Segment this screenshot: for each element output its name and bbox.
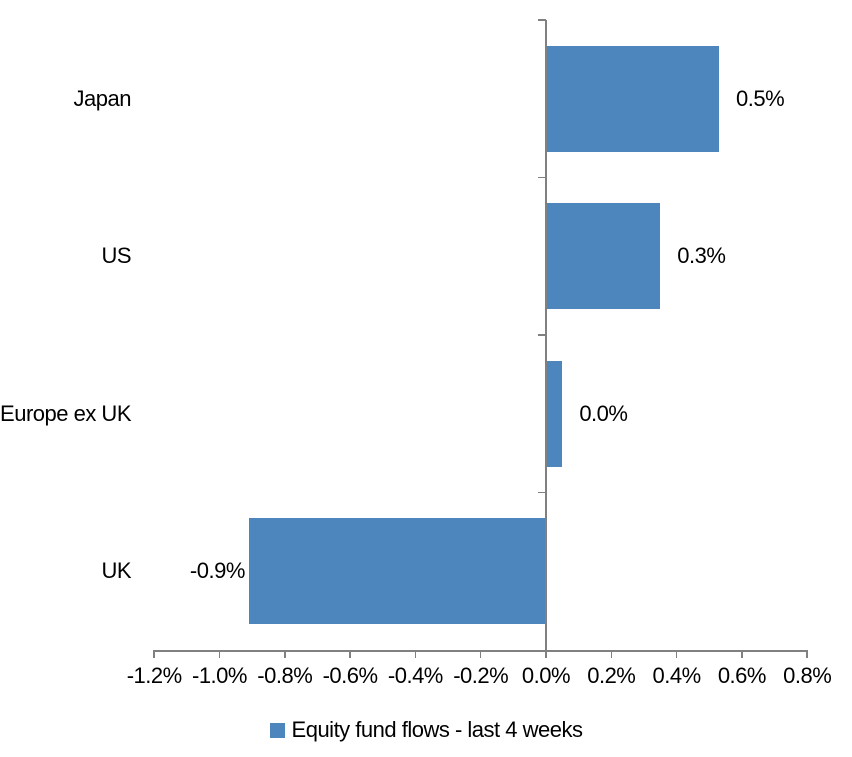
x-axis-tick [610, 650, 613, 658]
x-axis-tick [479, 650, 482, 658]
x-axis-tick [675, 650, 678, 658]
category-axis-line [545, 20, 547, 650]
category-label: UK [101, 558, 131, 584]
x-axis-tick-label: 0.2% [587, 663, 636, 688]
legend-swatch [269, 722, 285, 738]
x-axis-tick-label: -0.8% [257, 663, 313, 688]
x-axis-tick [153, 650, 155, 658]
bar-value-label: -0.9% [189, 558, 245, 584]
x-axis-tick-label: 0.4% [652, 663, 702, 688]
category-label: Japan [73, 85, 132, 111]
x-axis-tick [806, 650, 808, 658]
x-axis-tick-label: -0.6% [322, 663, 378, 688]
x-axis-tick [741, 650, 743, 658]
x-axis-tick [284, 650, 286, 658]
bar [546, 203, 661, 310]
category-axis-tick [538, 176, 546, 179]
x-axis-tick-label: -0.2% [453, 663, 509, 688]
bar [546, 45, 720, 152]
x-axis-tick-label: -1.2% [126, 663, 182, 688]
x-axis-tick-label: 0.8% [783, 663, 832, 688]
x-axis-tick [349, 650, 351, 658]
x-axis-tick [218, 650, 221, 658]
x-axis-tick [414, 650, 417, 658]
x-axis-tick-label: 0.0% [521, 663, 571, 688]
x-axis-tick [545, 650, 547, 658]
bar-value-label: 0.3% [677, 243, 726, 269]
x-axis-tick-label: 0.6% [717, 663, 767, 688]
bar-value-label: 0.5% [736, 85, 785, 111]
x-axis-tick-label: -0.4% [387, 663, 443, 688]
legend-label: Equity fund flows - last 4 weeks [291, 717, 583, 742]
category-label: US [101, 243, 131, 269]
category-label: Europe ex UK [0, 400, 131, 426]
category-axis-tick [538, 334, 546, 336]
category-axis-tick [538, 491, 546, 494]
bar [248, 518, 546, 625]
legend: Equity fund flows - last 4 weeks [0, 716, 852, 744]
bar [546, 360, 563, 467]
bar-value-label: 0.0% [579, 400, 628, 426]
x-axis-tick-label: -1.0% [192, 663, 247, 688]
category-axis-tick [538, 19, 546, 21]
